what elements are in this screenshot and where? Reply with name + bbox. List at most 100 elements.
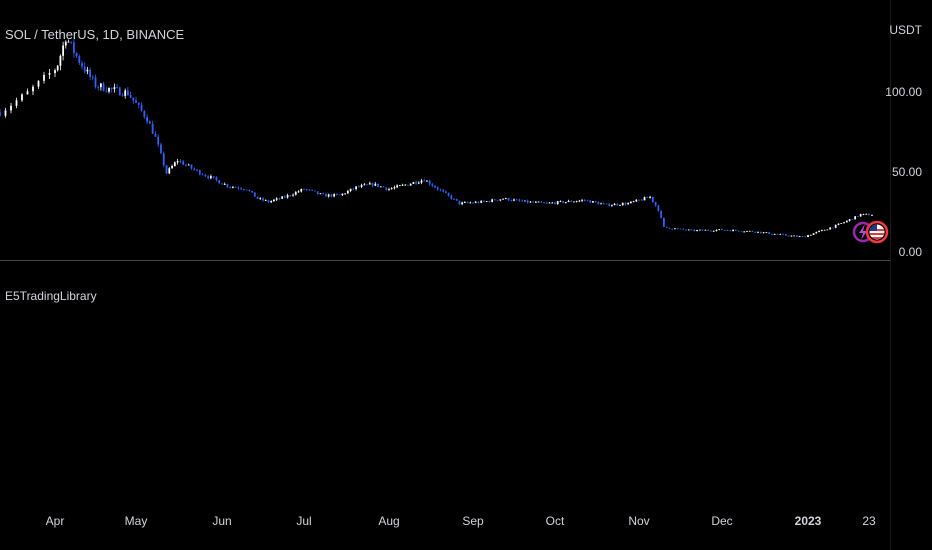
candle-body: [151, 123, 154, 134]
candle-body: [26, 91, 29, 95]
candle-body: [273, 199, 275, 202]
candle-body: [543, 202, 545, 204]
candle-body: [748, 230, 751, 232]
candle-body: [377, 183, 379, 187]
candle-body: [327, 194, 330, 197]
price-tick-label: 50.00: [891, 165, 922, 179]
candle-body: [116, 87, 118, 89]
candle-body: [483, 200, 485, 202]
candle-body: [447, 192, 450, 196]
candle-body: [485, 201, 488, 202]
candle-body: [264, 200, 267, 202]
candle-body: [409, 183, 412, 186]
candle-body: [594, 201, 597, 203]
candle-body: [336, 194, 338, 195]
candle-body: [165, 165, 168, 174]
candle-body: [718, 229, 721, 230]
candle-body: [32, 86, 34, 92]
candle-body: [493, 199, 496, 201]
time-tick-label: Aug: [378, 514, 400, 528]
indicator-title[interactable]: E5TradingLibrary: [5, 289, 97, 303]
time-tick-label: 2023: [794, 514, 822, 528]
candle-body: [374, 183, 377, 186]
candle-body: [245, 189, 248, 191]
candle-body: [570, 200, 573, 202]
candle-body: [283, 196, 286, 198]
candle-body: [491, 199, 494, 202]
candle-body: [333, 194, 336, 197]
candle-body: [401, 184, 404, 186]
candle-body: [232, 186, 234, 188]
candle-body: [629, 201, 632, 204]
candle-body: [589, 200, 592, 203]
candle-body: [450, 195, 453, 199]
candle-body: [314, 190, 316, 192]
candle-body: [91, 76, 94, 78]
candle-body: [303, 188, 305, 190]
candle-body: [529, 201, 532, 203]
candle-body: [649, 196, 651, 198]
candle-body: [281, 196, 284, 199]
candle-body: [132, 97, 135, 101]
candle-body: [696, 230, 698, 232]
candle-body: [242, 189, 245, 191]
candle-body: [602, 203, 605, 205]
candle-body: [801, 236, 804, 238]
candle-body: [668, 227, 671, 229]
candle-body: [237, 187, 240, 189]
candle-body: [798, 236, 801, 238]
candle-body: [311, 189, 314, 191]
candle-body: [108, 87, 110, 92]
candle-body: [162, 153, 165, 166]
candle-body: [62, 45, 64, 56]
candle-body: [83, 66, 86, 72]
candle-body: [417, 182, 420, 184]
candle-body: [545, 202, 548, 204]
candle-body: [712, 230, 715, 232]
candle-body: [554, 202, 556, 204]
candle-body: [837, 223, 840, 225]
candle-body: [843, 222, 845, 224]
candle-body: [663, 217, 665, 227]
candle-body: [439, 189, 442, 191]
candle-body: [496, 200, 499, 202]
candle-body: [782, 233, 784, 235]
candle-body: [143, 110, 146, 117]
candle-body: [726, 230, 729, 231]
candle-body: [75, 52, 78, 57]
candle-body: [515, 199, 518, 201]
candle-body: [193, 168, 196, 170]
candle-body: [504, 198, 507, 199]
candle-body: [685, 229, 687, 231]
candle-body: [651, 196, 654, 203]
candle-body: [701, 229, 704, 231]
candle-body: [611, 205, 613, 206]
candle-body: [809, 234, 812, 236]
candle-body: [10, 105, 12, 111]
candle-body: [396, 185, 399, 188]
candle-body: [556, 201, 559, 204]
candle-body: [746, 230, 748, 232]
candle-body: [518, 199, 521, 201]
symbol-title[interactable]: SOL / TetherUS, 1D, BINANCE: [5, 27, 185, 42]
candle-body: [64, 41, 67, 46]
candle-body: [253, 192, 256, 197]
candle-body: [534, 201, 537, 203]
candle-body: [562, 201, 565, 203]
candle-body: [179, 161, 182, 162]
candle-body: [297, 191, 300, 193]
candle-body: [657, 205, 660, 211]
price-tick-label: 100.00: [885, 85, 922, 99]
candle-body: [540, 201, 543, 203]
time-tick-label: Oct: [545, 514, 565, 528]
candle-body: [632, 201, 635, 203]
candle-body: [687, 229, 690, 231]
candle-body: [223, 184, 226, 185]
candle-body: [458, 200, 461, 205]
candle-body: [212, 176, 215, 178]
candle-body: [715, 229, 718, 231]
candle-body: [226, 184, 229, 188]
time-tick-label: Jul: [296, 514, 312, 528]
event-marker-economic[interactable]: [865, 220, 889, 244]
